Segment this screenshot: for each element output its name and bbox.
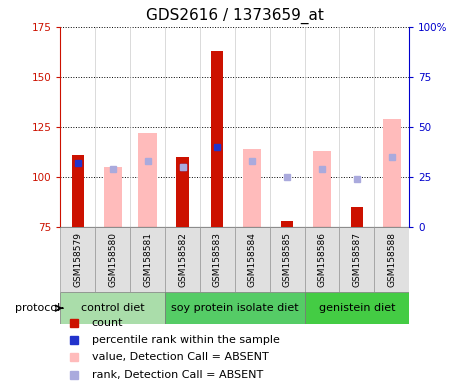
Text: GSM158585: GSM158585 [283,232,292,287]
Bar [60,292,165,324]
Text: GSM158588: GSM158588 [387,232,396,287]
Bar [374,227,409,292]
Text: protocol: protocol [14,303,60,313]
Text: control diet: control diet [81,303,145,313]
Bar [72,155,84,227]
Bar [305,292,409,324]
Text: GSM158586: GSM158586 [318,232,326,287]
Bar [313,151,331,227]
Bar [305,227,339,292]
Bar [139,133,157,227]
Text: value, Detection Call = ABSENT: value, Detection Call = ABSENT [92,353,269,362]
Bar [339,227,374,292]
Text: GSM158583: GSM158583 [213,232,222,287]
Text: GSM158580: GSM158580 [108,232,117,287]
Title: GDS2616 / 1373659_at: GDS2616 / 1373659_at [146,8,324,24]
Bar [95,227,130,292]
Text: soy protein isolate diet: soy protein isolate diet [171,303,299,313]
Bar [211,51,224,227]
Text: GSM158582: GSM158582 [178,232,187,286]
Bar [243,149,261,227]
Bar [60,227,95,292]
Text: percentile rank within the sample: percentile rank within the sample [92,335,280,345]
Bar [165,227,200,292]
Text: genistein diet: genistein diet [319,303,395,313]
Bar [281,220,293,227]
Text: count: count [92,318,123,328]
Bar [104,167,122,227]
Text: GSM158584: GSM158584 [248,232,257,286]
Bar [200,227,235,292]
Text: GSM158579: GSM158579 [73,232,82,287]
Bar [270,227,305,292]
Text: rank, Detection Call = ABSENT: rank, Detection Call = ABSENT [92,370,263,380]
Bar [176,157,189,227]
Bar [235,227,270,292]
Bar [383,119,401,227]
Bar [130,227,165,292]
Text: GSM158587: GSM158587 [352,232,361,287]
Bar [165,292,305,324]
Bar [351,207,363,227]
Text: GSM158581: GSM158581 [143,232,152,287]
